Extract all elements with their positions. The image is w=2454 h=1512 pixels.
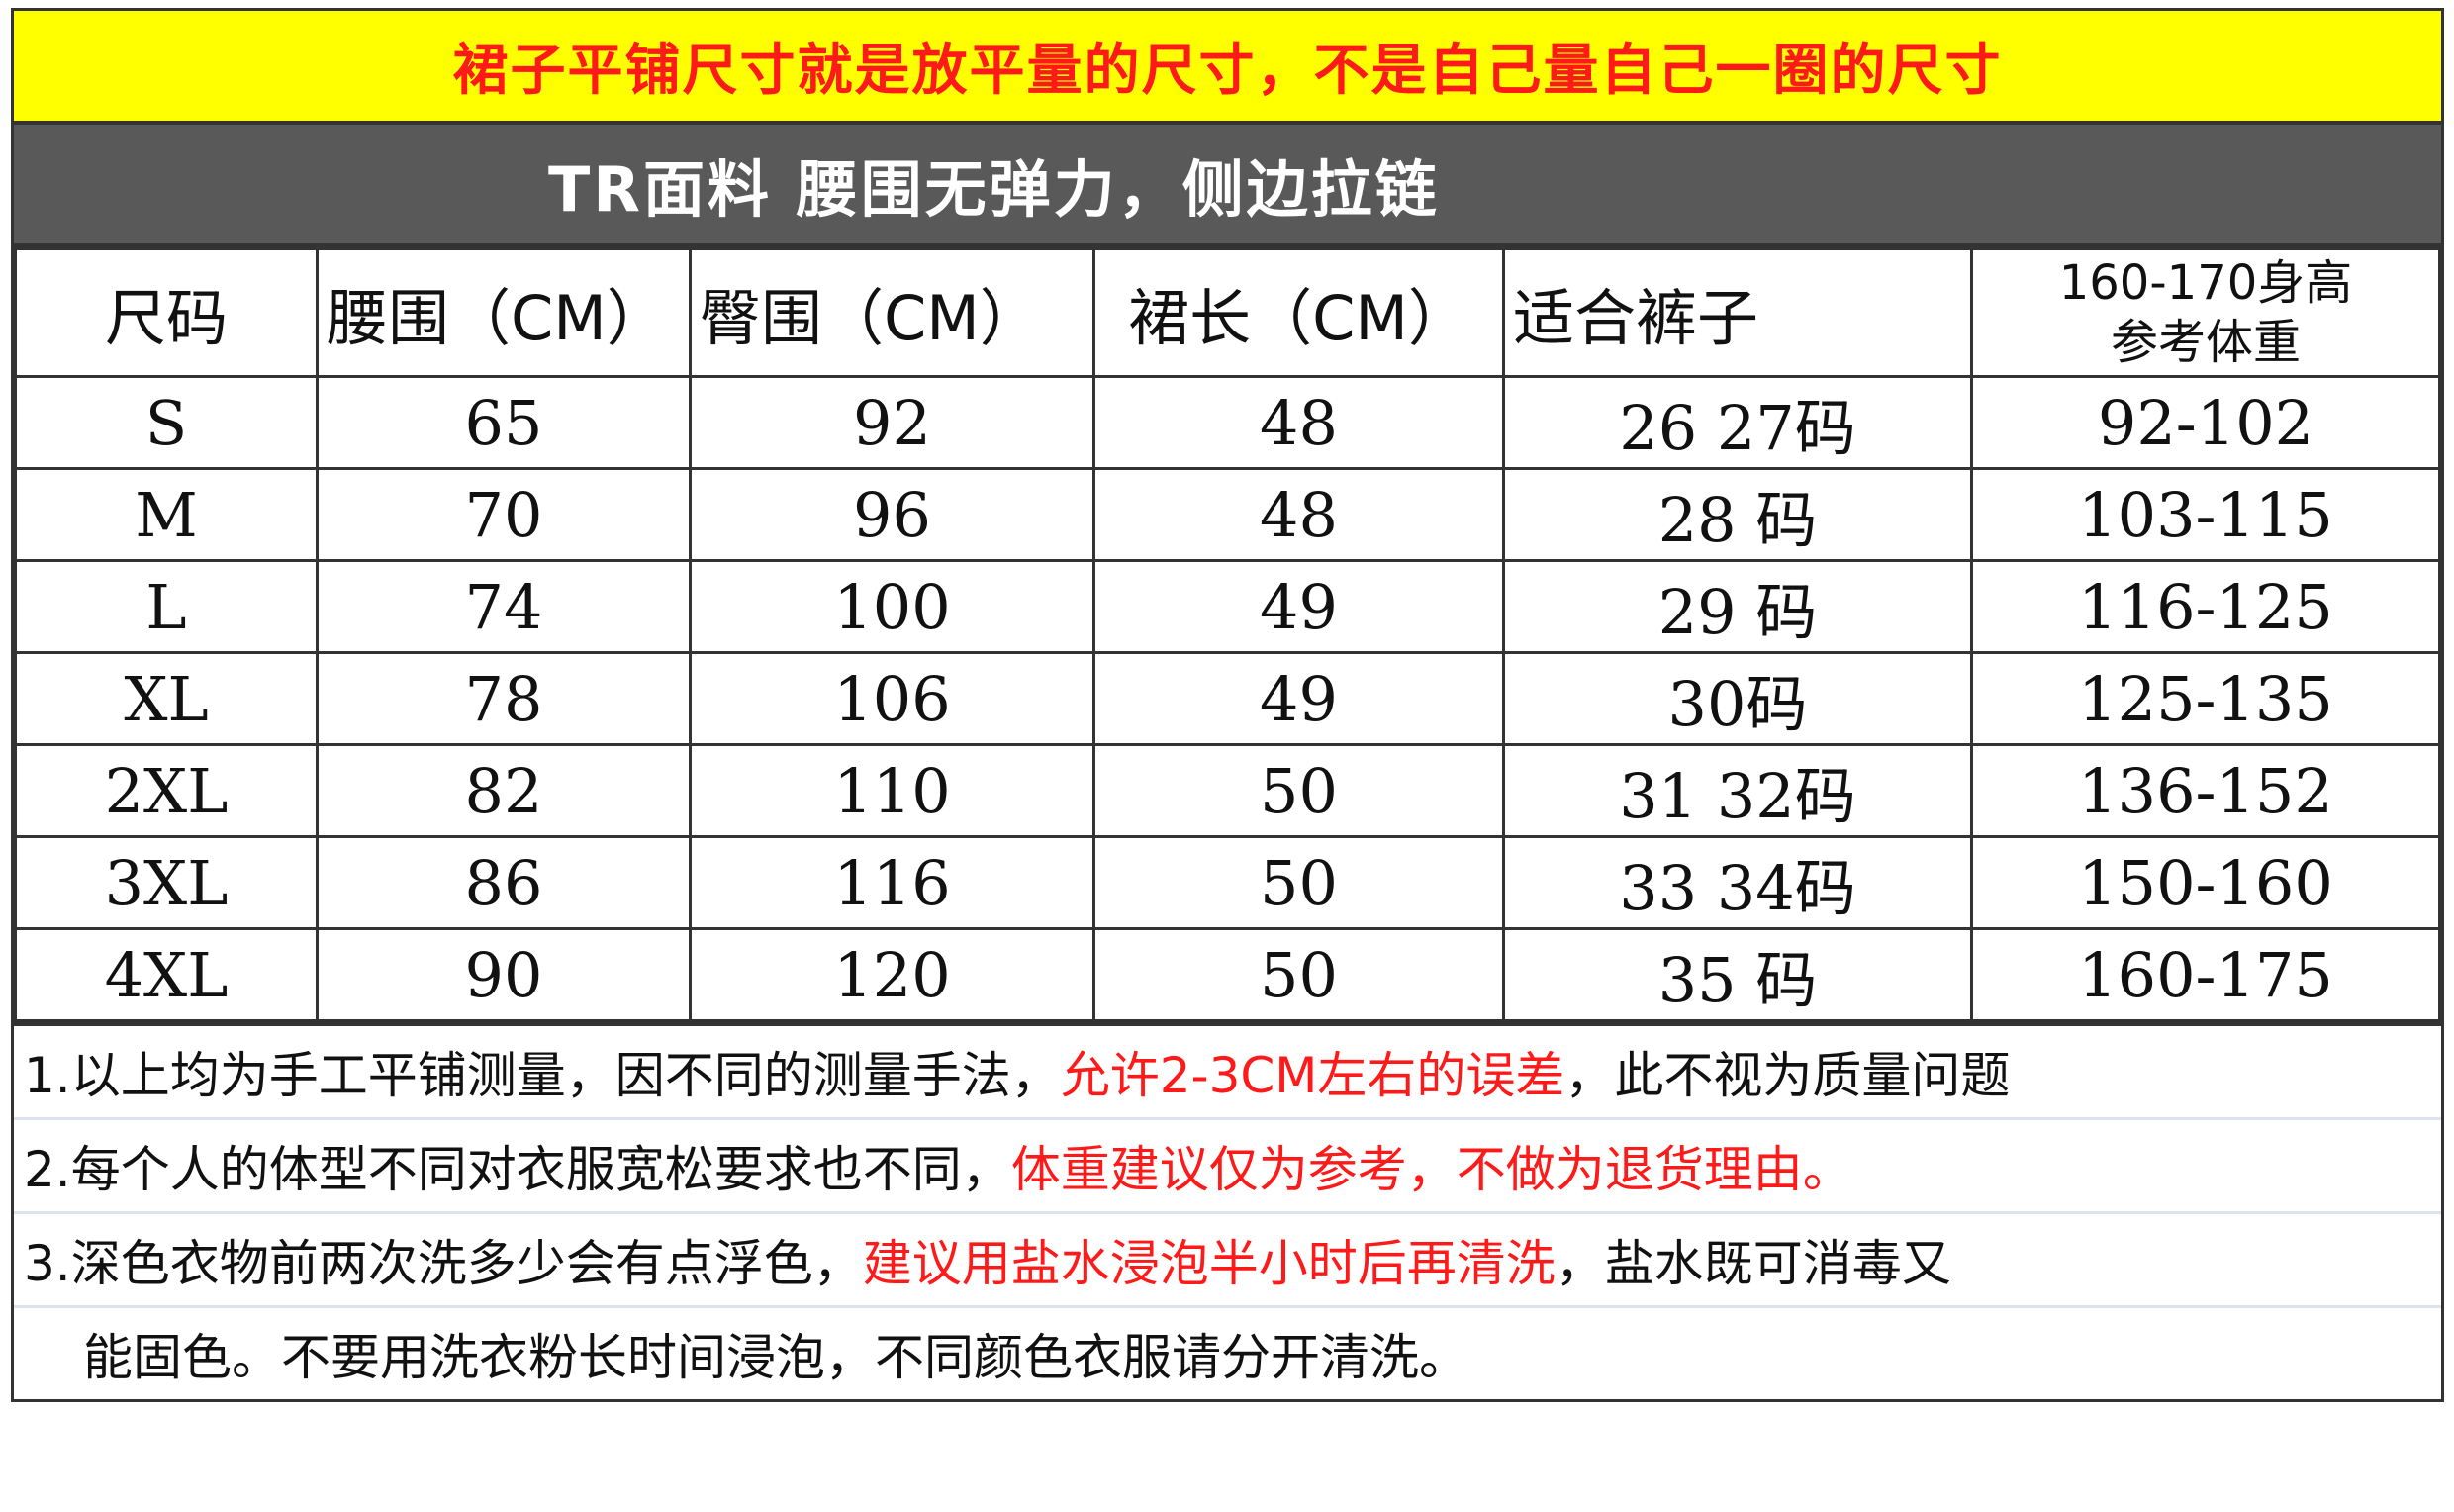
table-cell: 86 bbox=[316, 835, 692, 930]
table-row: 3XL 86 116 50 33 34码 150-160 bbox=[14, 835, 2441, 930]
table-row: 2XL 82 110 50 31 32码 136-152 bbox=[14, 743, 2441, 838]
size-table: 尺码 腰围（CM） 臀围（CM） 裙长（CM） 适合裤子 160-170身高 参考… bbox=[14, 247, 2441, 1022]
table-cell: 160-175 bbox=[1970, 927, 2441, 1022]
fabric-info-banner: TR面料 腰围无弹力，侧边拉链 bbox=[14, 125, 2441, 247]
note-text: ，盐水既可消毒又 bbox=[1555, 1235, 1951, 1292]
header-size: 尺码 bbox=[14, 247, 319, 378]
header-waist: 腰围（CM） bbox=[316, 247, 692, 378]
header-length: 裙长（CM） bbox=[1092, 247, 1505, 378]
table-cell: 150-160 bbox=[1970, 835, 2441, 930]
table-cell: 50 bbox=[1092, 835, 1505, 930]
table-row: L 74 100 49 29 码 116-125 bbox=[14, 559, 2441, 654]
measurement-notice-banner: 裙子平铺尺寸就是放平量的尺寸，不是自己量自己一圈的尺寸 bbox=[14, 11, 2441, 125]
note-text: 能固色。不要用洗衣粉长时间浸泡，不同颜色衣服请分开清洗。 bbox=[83, 1329, 1468, 1386]
table-cell: 70 bbox=[316, 467, 692, 562]
table-cell: 28 码 bbox=[1502, 467, 1973, 562]
table-cell: 106 bbox=[689, 651, 1095, 746]
table-cell: 82 bbox=[316, 743, 692, 838]
table-row: M 70 96 48 28 码 103-115 bbox=[14, 467, 2441, 562]
table-cell: S bbox=[14, 375, 319, 470]
table-cell: 90 bbox=[316, 927, 692, 1022]
size-chart: 裙子平铺尺寸就是放平量的尺寸，不是自己量自己一圈的尺寸 TR面料 腰围无弹力，侧… bbox=[11, 8, 2444, 1402]
note-3-continued: 能固色。不要用洗衣粉长时间浸泡，不同颜色衣服请分开清洗。 bbox=[14, 1308, 2441, 1399]
note-text: 3.深色衣物前两次洗多少会有点浮色， bbox=[24, 1235, 863, 1292]
header-hip: 臀围（CM） bbox=[689, 247, 1095, 378]
notes-section: 1.以上均为手工平铺测量，因不同的测量手法， 允许2-3CM左右的误差 ，此不视为质… bbox=[14, 1022, 2441, 1399]
table-row: S 65 92 48 26 27码 92-102 bbox=[14, 375, 2441, 470]
table-cell: 50 bbox=[1092, 927, 1505, 1022]
table-cell: 103-115 bbox=[1970, 467, 2441, 562]
header-weight-label: 参考体重 bbox=[2110, 315, 2301, 370]
table-cell: 65 bbox=[316, 375, 692, 470]
table-cell: 136-152 bbox=[1970, 743, 2441, 838]
note-highlight: 允许2-3CM左右的误差 bbox=[1060, 1047, 1565, 1104]
table-row: 4XL 90 120 50 35 码 160-175 bbox=[14, 927, 2441, 1022]
table-cell: 96 bbox=[689, 467, 1095, 562]
table-cell: 50 bbox=[1092, 743, 1505, 838]
note-text: ，此不视为质量问题 bbox=[1564, 1047, 2011, 1104]
table-cell: 116 bbox=[689, 835, 1095, 930]
table-cell: 26 27码 bbox=[1502, 375, 1973, 470]
table-cell: 48 bbox=[1092, 467, 1505, 562]
table-cell: 125-135 bbox=[1970, 651, 2441, 746]
note-text: 1.以上均为手工平铺测量，因不同的测量手法， bbox=[24, 1047, 1061, 1104]
table-cell: 2XL bbox=[14, 743, 319, 838]
table-cell: 116-125 bbox=[1970, 559, 2441, 654]
table-cell: 74 bbox=[316, 559, 692, 654]
note-2: 2.每个人的体型不同对衣服宽松要求也不同， 体重建议仅为参考，不做为退货理由。 bbox=[14, 1120, 2441, 1214]
table-cell: XL bbox=[14, 651, 319, 746]
header-pants-size: 适合裤子 bbox=[1502, 247, 1973, 378]
table-cell: 120 bbox=[689, 927, 1095, 1022]
note-highlight: 体重建议仅为参考，不做为退货理由。 bbox=[1010, 1141, 1852, 1198]
table-cell: 92 bbox=[689, 375, 1095, 470]
table-cell: 4XL bbox=[14, 927, 319, 1022]
table-cell: 49 bbox=[1092, 559, 1505, 654]
table-cell: 35 码 bbox=[1502, 927, 1973, 1022]
table-cell: L bbox=[14, 559, 319, 654]
table-cell: 29 码 bbox=[1502, 559, 1973, 654]
table-row: XL 78 106 49 30码 125-135 bbox=[14, 651, 2441, 746]
note-3: 3.深色衣物前两次洗多少会有点浮色， 建议用盐水浸泡半小时后再清洗 ，盐水既可消毒又 bbox=[14, 1214, 2441, 1308]
table-cell: 92-102 bbox=[1970, 375, 2441, 470]
table-cell: 49 bbox=[1092, 651, 1505, 746]
table-cell: 30码 bbox=[1502, 651, 1973, 746]
table-cell: 3XL bbox=[14, 835, 319, 930]
table-cell: 100 bbox=[689, 559, 1095, 654]
table-cell: M bbox=[14, 467, 319, 562]
note-highlight: 建议用盐水浸泡半小时后再清洗 bbox=[862, 1235, 1556, 1292]
table-cell: 48 bbox=[1092, 375, 1505, 470]
table-cell: 110 bbox=[689, 743, 1095, 838]
note-1: 1.以上均为手工平铺测量，因不同的测量手法， 允许2-3CM左右的误差 ，此不视为质… bbox=[14, 1026, 2441, 1120]
table-header-row: 尺码 腰围（CM） 臀围（CM） 裙长（CM） 适合裤子 160-170身高 参考… bbox=[14, 247, 2441, 378]
table-cell: 31 32码 bbox=[1502, 743, 1973, 838]
table-cell: 33 34码 bbox=[1502, 835, 1973, 930]
table-cell: 78 bbox=[316, 651, 692, 746]
header-height-range: 160-170身高 bbox=[2058, 255, 2353, 311]
note-text: 2.每个人的体型不同对衣服宽松要求也不同， bbox=[24, 1141, 1011, 1198]
header-weight: 160-170身高 参考体重 bbox=[1970, 247, 2441, 378]
